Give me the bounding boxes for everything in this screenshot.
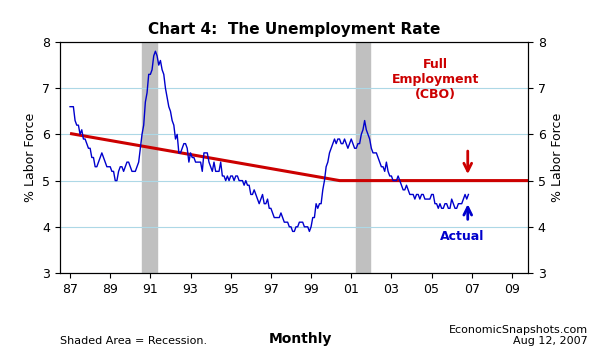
Text: EconomicSnapshots.com
Aug 12, 2007: EconomicSnapshots.com Aug 12, 2007 — [449, 325, 588, 346]
Y-axis label: % Labor Force: % Labor Force — [24, 113, 37, 202]
Bar — [356, 42, 370, 273]
Text: Shaded Area = Recession.: Shaded Area = Recession. — [60, 336, 207, 346]
Bar — [142, 42, 157, 273]
Y-axis label: % Labor Force: % Labor Force — [551, 113, 564, 202]
Text: Actual: Actual — [440, 230, 484, 243]
Text: Monthly: Monthly — [268, 332, 332, 346]
Title: Chart 4:  The Unemployment Rate: Chart 4: The Unemployment Rate — [148, 22, 440, 37]
Text: Full
Employment
(CBO): Full Employment (CBO) — [392, 58, 479, 101]
